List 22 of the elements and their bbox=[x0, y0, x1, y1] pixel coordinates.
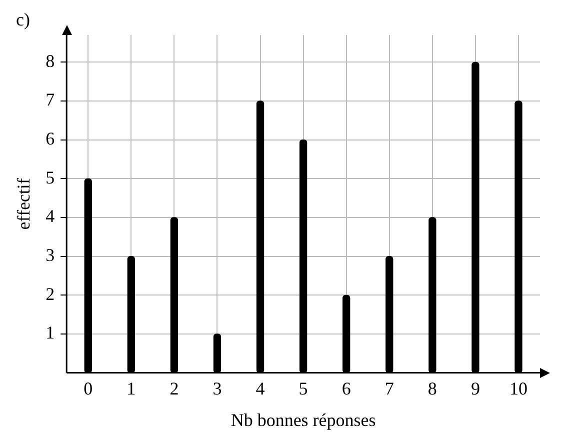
x-tick-label: 2 bbox=[170, 378, 179, 398]
x-tick-label: 4 bbox=[256, 378, 265, 398]
y-tick-label: 6 bbox=[46, 128, 55, 149]
y-tick-label: 1 bbox=[46, 322, 55, 343]
x-tick-label: 7 bbox=[384, 378, 394, 398]
x-tick-label: 10 bbox=[509, 378, 528, 398]
y-tick-label: 7 bbox=[46, 90, 55, 110]
x-tick-label: 8 bbox=[428, 378, 437, 398]
x-tick-label: 0 bbox=[84, 378, 93, 398]
x-tick-label: 6 bbox=[342, 378, 351, 398]
x-tick-label: 9 bbox=[470, 378, 480, 398]
x-tick-label: 5 bbox=[298, 378, 308, 398]
y-tick-label: 2 bbox=[46, 284, 55, 304]
y-axis-title: effectif bbox=[14, 178, 34, 230]
x-axis-title: Nb bonnes réponses bbox=[230, 410, 376, 430]
x-tick-label: 3 bbox=[212, 378, 222, 398]
y-tick-label: 4 bbox=[46, 206, 55, 226]
y-tick-label: 8 bbox=[46, 50, 55, 71]
x-tick-label: 1 bbox=[126, 378, 136, 398]
y-tick-label: 5 bbox=[46, 167, 55, 188]
y-tick-label: 3 bbox=[46, 245, 55, 266]
text: c) bbox=[16, 10, 30, 30]
